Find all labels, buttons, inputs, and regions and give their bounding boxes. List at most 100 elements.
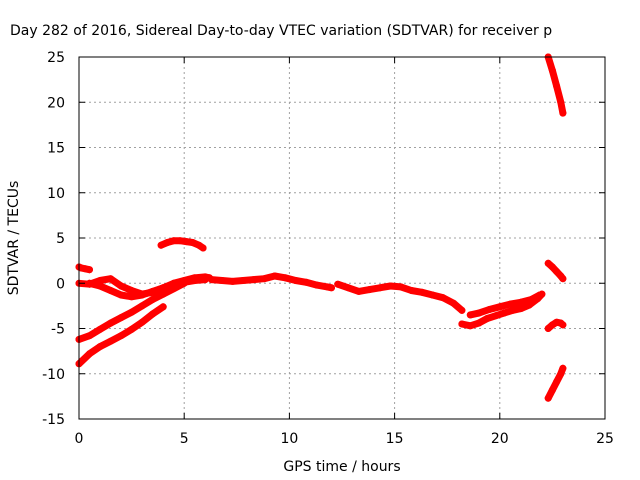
x-tick-label: 20 bbox=[491, 431, 509, 447]
x-tick-label: 0 bbox=[75, 431, 84, 447]
data-point bbox=[500, 309, 508, 317]
y-tick-label: 0 bbox=[56, 276, 65, 292]
data-point bbox=[334, 280, 342, 288]
data-point bbox=[458, 306, 466, 314]
chart-title: Day 282 of 2016, Sidereal Day-to-day VTE… bbox=[10, 23, 552, 39]
data-point bbox=[292, 277, 300, 284]
y-axis-label: SDTVAR / TECUs bbox=[6, 181, 22, 296]
data-point bbox=[517, 305, 525, 313]
y-tick-label: 5 bbox=[56, 231, 65, 247]
data-point bbox=[429, 291, 436, 299]
data-point bbox=[407, 287, 415, 294]
data-point bbox=[458, 320, 466, 328]
data-point bbox=[159, 290, 167, 298]
data-point bbox=[559, 321, 567, 329]
data-point bbox=[208, 276, 216, 284]
data-point bbox=[450, 299, 457, 307]
data-point bbox=[328, 284, 335, 292]
y-tick-label: -5 bbox=[51, 322, 65, 338]
data-point bbox=[517, 298, 525, 306]
data-point bbox=[466, 311, 474, 319]
x-tick-label: 5 bbox=[180, 431, 189, 447]
data-point bbox=[559, 364, 567, 372]
data-point bbox=[559, 109, 567, 117]
data-point bbox=[96, 325, 104, 333]
data-point bbox=[107, 287, 115, 294]
y-tick-label: -10 bbox=[42, 367, 65, 383]
data-point bbox=[553, 82, 561, 90]
data-point bbox=[386, 282, 394, 290]
data-point bbox=[138, 291, 146, 299]
data-point bbox=[128, 325, 136, 333]
data-point bbox=[86, 266, 93, 274]
data-point bbox=[281, 274, 289, 282]
data-point bbox=[157, 241, 165, 249]
data-point bbox=[191, 277, 199, 284]
data-point bbox=[260, 275, 268, 283]
data-point bbox=[313, 281, 321, 289]
data-point bbox=[199, 244, 207, 252]
data-point bbox=[159, 303, 167, 311]
data-point bbox=[508, 306, 516, 314]
data-point bbox=[418, 288, 426, 296]
data-point bbox=[485, 306, 493, 313]
data-point bbox=[475, 319, 483, 327]
data-point bbox=[107, 275, 115, 283]
data-point bbox=[439, 294, 447, 302]
data-point bbox=[548, 67, 556, 75]
y-tick-label: -15 bbox=[42, 412, 65, 428]
data-point bbox=[170, 237, 178, 245]
data-point bbox=[544, 394, 552, 402]
data-point bbox=[86, 279, 93, 287]
data-point bbox=[96, 282, 104, 290]
data-point bbox=[492, 312, 500, 320]
data-point bbox=[180, 279, 188, 287]
data-point bbox=[96, 343, 104, 351]
x-tick-label: 25 bbox=[596, 431, 614, 447]
y-tick-label: 25 bbox=[47, 50, 65, 66]
data-point bbox=[189, 239, 197, 246]
data-point bbox=[239, 277, 247, 284]
data-point bbox=[496, 303, 504, 311]
data-point bbox=[117, 314, 125, 322]
y-tick-label: 10 bbox=[47, 186, 65, 202]
data-point bbox=[149, 287, 157, 295]
data-point bbox=[344, 284, 352, 292]
data-point bbox=[483, 315, 491, 322]
data-point bbox=[86, 350, 93, 358]
data-point bbox=[365, 286, 373, 294]
x-axis-label: GPS time / hours bbox=[283, 459, 400, 475]
data-point bbox=[163, 239, 171, 246]
data-point bbox=[138, 302, 146, 310]
data-point bbox=[86, 332, 93, 340]
axis-ticks: 0 5 10 15 20 25 -15 -10 -5 0 5 10 15 20 25 bbox=[42, 50, 614, 447]
data-point bbox=[548, 386, 556, 394]
data-point bbox=[271, 272, 279, 280]
data-point bbox=[170, 285, 178, 293]
data-point bbox=[218, 277, 226, 284]
data-point bbox=[107, 337, 115, 345]
data-point bbox=[128, 308, 136, 316]
data-point bbox=[201, 276, 209, 284]
data-point bbox=[117, 332, 125, 340]
data-point bbox=[128, 293, 136, 301]
data-point bbox=[376, 284, 384, 292]
data-point bbox=[355, 287, 363, 295]
data-point bbox=[553, 378, 561, 386]
data-point bbox=[149, 310, 157, 318]
data-point bbox=[138, 318, 146, 326]
data-point bbox=[557, 370, 565, 378]
data-point bbox=[559, 275, 567, 283]
y-tick-label: 15 bbox=[47, 141, 65, 157]
data-point bbox=[229, 277, 237, 285]
data-point bbox=[250, 276, 258, 284]
y-tick-label: 20 bbox=[47, 95, 65, 111]
data-point bbox=[536, 291, 544, 299]
data-point bbox=[182, 238, 190, 246]
data-point bbox=[117, 291, 125, 299]
data-point bbox=[128, 287, 136, 294]
data-point bbox=[475, 309, 483, 317]
data-point bbox=[553, 268, 561, 275]
